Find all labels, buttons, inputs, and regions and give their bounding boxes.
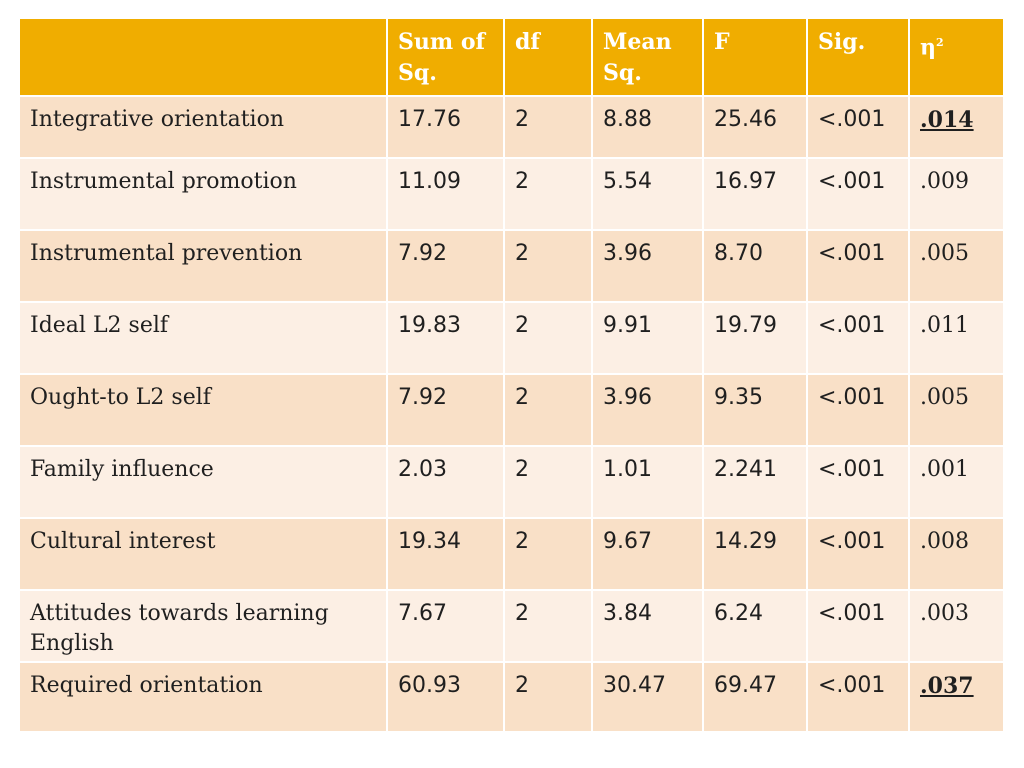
cell-eta-squared: .008 [908, 517, 1005, 591]
cell-f: 14.29 [702, 517, 808, 591]
anova-table: Sum of Sq. df Mean Sq. F Sig. η2 Integra… [18, 17, 1005, 733]
table-row: Required orientation 60.93 2 30.47 69.47 <.00… [18, 661, 1005, 733]
cell-f: 19.79 [702, 301, 808, 375]
cell-f: 69.47 [702, 661, 808, 733]
header-mean-square: Mean Sq. [591, 17, 704, 97]
header-row: Sum of Sq. df Mean Sq. F Sig. η2 [18, 17, 1005, 97]
cell-sig: <.001 [806, 373, 910, 447]
cell-label: Instrumental prevention [18, 229, 388, 303]
cell-df: 2 [503, 95, 593, 159]
cell-label: Family influence [18, 445, 388, 519]
header-df: df [503, 17, 593, 97]
header-f: F [702, 17, 808, 97]
cell-sum-of-squares: 17.76 [386, 95, 505, 159]
cell-sum-of-squares: 7.92 [386, 373, 505, 447]
table-row: Family influence 2.03 2 1.01 2.241 <.001.001 [18, 445, 1005, 519]
header-label [18, 17, 388, 97]
cell-mean-square: 3.96 [591, 373, 704, 447]
cell-label: Instrumental promotion [18, 157, 388, 231]
table-row: Integrative orientation 17.76 2 8.88 25.46 <.… [18, 95, 1005, 159]
cell-eta-squared: .009 [908, 157, 1005, 231]
cell-mean-square: 5.54 [591, 157, 704, 231]
cell-sum-of-squares: 19.34 [386, 517, 505, 591]
cell-sig: <.001 [806, 661, 910, 733]
cell-eta-squared: .001 [908, 445, 1005, 519]
cell-df: 2 [503, 661, 593, 733]
cell-f: 16.97 [702, 157, 808, 231]
cell-mean-square: 3.96 [591, 229, 704, 303]
cell-sum-of-squares: 7.67 [386, 589, 505, 663]
table-row: Ideal L2 self 19.83 2 9.91 19.79 <.001.011 [18, 301, 1005, 375]
table-row: Ought-to L2 self 7.92 2 3.96 9.35 <.001.005 [18, 373, 1005, 447]
cell-label: Ideal L2 self [18, 301, 388, 375]
cell-df: 2 [503, 157, 593, 231]
cell-eta-squared: .011 [908, 301, 1005, 375]
cell-sig: <.001 [806, 445, 910, 519]
cell-eta-squared: .037 [908, 661, 1005, 733]
cell-label: Required orientation [18, 661, 388, 733]
table-row: Attitudes towards learning English 7.67 2 3… [18, 589, 1005, 663]
header-sig: Sig. [806, 17, 910, 97]
cell-df: 2 [503, 517, 593, 591]
cell-f: 6.24 [702, 589, 808, 663]
cell-eta-squared: .005 [908, 229, 1005, 303]
cell-sum-of-squares: 11.09 [386, 157, 505, 231]
cell-df: 2 [503, 301, 593, 375]
cell-df: 2 [503, 589, 593, 663]
cell-label: Integrative orientation [18, 95, 388, 159]
cell-df: 2 [503, 373, 593, 447]
cell-mean-square: 9.67 [591, 517, 704, 591]
eta-superscript: 2 [936, 36, 944, 49]
cell-mean-square: 8.88 [591, 95, 704, 159]
cell-sig: <.001 [806, 517, 910, 591]
cell-f: 25.46 [702, 95, 808, 159]
cell-eta-squared: .003 [908, 589, 1005, 663]
cell-sum-of-squares: 19.83 [386, 301, 505, 375]
cell-sig: <.001 [806, 229, 910, 303]
cell-label: Cultural interest [18, 517, 388, 591]
table-row: Cultural interest 19.34 2 9.67 14.29 <.001.00… [18, 517, 1005, 591]
cell-sig: <.001 [806, 95, 910, 159]
cell-mean-square: 9.91 [591, 301, 704, 375]
header-eta-squared: η2 [908, 17, 1005, 97]
table-body: Integrative orientation 17.76 2 8.88 25.46 <.… [18, 95, 1005, 733]
cell-sum-of-squares: 2.03 [386, 445, 505, 519]
cell-mean-square: 3.84 [591, 589, 704, 663]
cell-eta-squared: .005 [908, 373, 1005, 447]
header-sum-of-squares: Sum of Sq. [386, 17, 505, 97]
table-row: Instrumental prevention 7.92 2 3.96 8.70 <.00… [18, 229, 1005, 303]
eta-symbol: η [920, 34, 936, 61]
cell-f: 2.241 [702, 445, 808, 519]
cell-f: 9.35 [702, 373, 808, 447]
cell-sum-of-squares: 60.93 [386, 661, 505, 733]
cell-eta-squared: .014 [908, 95, 1005, 159]
cell-df: 2 [503, 229, 593, 303]
cell-label: Attitudes towards learning English [18, 589, 388, 663]
cell-df: 2 [503, 445, 593, 519]
cell-sig: <.001 [806, 157, 910, 231]
cell-mean-square: 1.01 [591, 445, 704, 519]
cell-sum-of-squares: 7.92 [386, 229, 505, 303]
cell-sig: <.001 [806, 589, 910, 663]
cell-mean-square: 30.47 [591, 661, 704, 733]
cell-sig: <.001 [806, 301, 910, 375]
table-row: Instrumental promotion 11.09 2 5.54 16.97 <.0… [18, 157, 1005, 231]
cell-label: Ought-to L2 self [18, 373, 388, 447]
cell-f: 8.70 [702, 229, 808, 303]
